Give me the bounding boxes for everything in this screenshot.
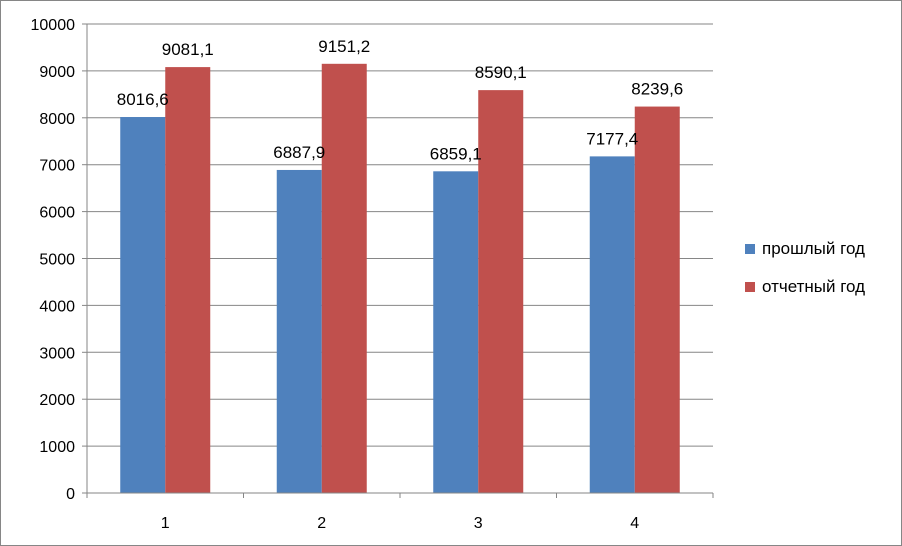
bar-reporting-year bbox=[634, 106, 680, 494]
x-tick-label: 3 bbox=[474, 515, 483, 532]
bar-reporting-year bbox=[165, 67, 211, 494]
y-tick-label: 4000 bbox=[39, 298, 75, 315]
data-label: 6859,1 bbox=[430, 144, 482, 163]
data-label: 7177,4 bbox=[586, 129, 638, 148]
y-tick-label: 6000 bbox=[39, 205, 75, 222]
bar-previous-year bbox=[589, 156, 635, 493]
data-label: 6887,9 bbox=[273, 143, 325, 162]
bar-previous-year bbox=[433, 171, 479, 493]
bar-reporting-year bbox=[321, 63, 367, 494]
legend-entry: прошлый год bbox=[762, 239, 865, 258]
data-label: 9151,2 bbox=[318, 37, 370, 56]
x-tick-label: 1 bbox=[161, 515, 170, 532]
axes bbox=[82, 23, 714, 498]
data-label: 9081,1 bbox=[162, 40, 214, 59]
data-label: 8239,6 bbox=[631, 80, 683, 99]
y-tick-label: 0 bbox=[66, 486, 75, 503]
y-tick-label: 9000 bbox=[39, 64, 75, 81]
y-tick-label: 3000 bbox=[39, 345, 75, 362]
bars bbox=[120, 63, 680, 494]
x-tick-label: 4 bbox=[630, 515, 639, 532]
y-axis-tick-labels: 0 1000 2000 3000 4000 5000 6000 7000 8000 9000 100… bbox=[31, 17, 76, 503]
legend-swatch bbox=[745, 282, 755, 292]
legend-entry: отчетный год bbox=[762, 277, 865, 296]
y-tick-label: 5000 bbox=[39, 252, 75, 269]
y-tick-label: 7000 bbox=[39, 158, 75, 175]
y-tick-label: 1000 bbox=[39, 439, 75, 456]
data-label: 8590,1 bbox=[475, 63, 527, 82]
y-tick-label: 2000 bbox=[39, 392, 75, 409]
legend-swatch bbox=[745, 244, 755, 254]
x-axis-tick-labels: 1 2 3 4 bbox=[161, 515, 640, 532]
legend: прошлый год отчетный год bbox=[745, 239, 865, 296]
y-tick-label: 8000 bbox=[39, 111, 75, 128]
bar-previous-year bbox=[120, 117, 166, 494]
x-tick-label: 2 bbox=[317, 515, 326, 532]
bar-reporting-year bbox=[478, 90, 524, 493]
data-label: 8016,6 bbox=[117, 90, 169, 109]
bar-previous-year bbox=[276, 169, 322, 493]
data-labels: 8016,6 9081,1 6887,9 9151,2 6859,1 8590,1 7177… bbox=[117, 37, 684, 163]
y-tick-label: 10000 bbox=[31, 17, 76, 34]
